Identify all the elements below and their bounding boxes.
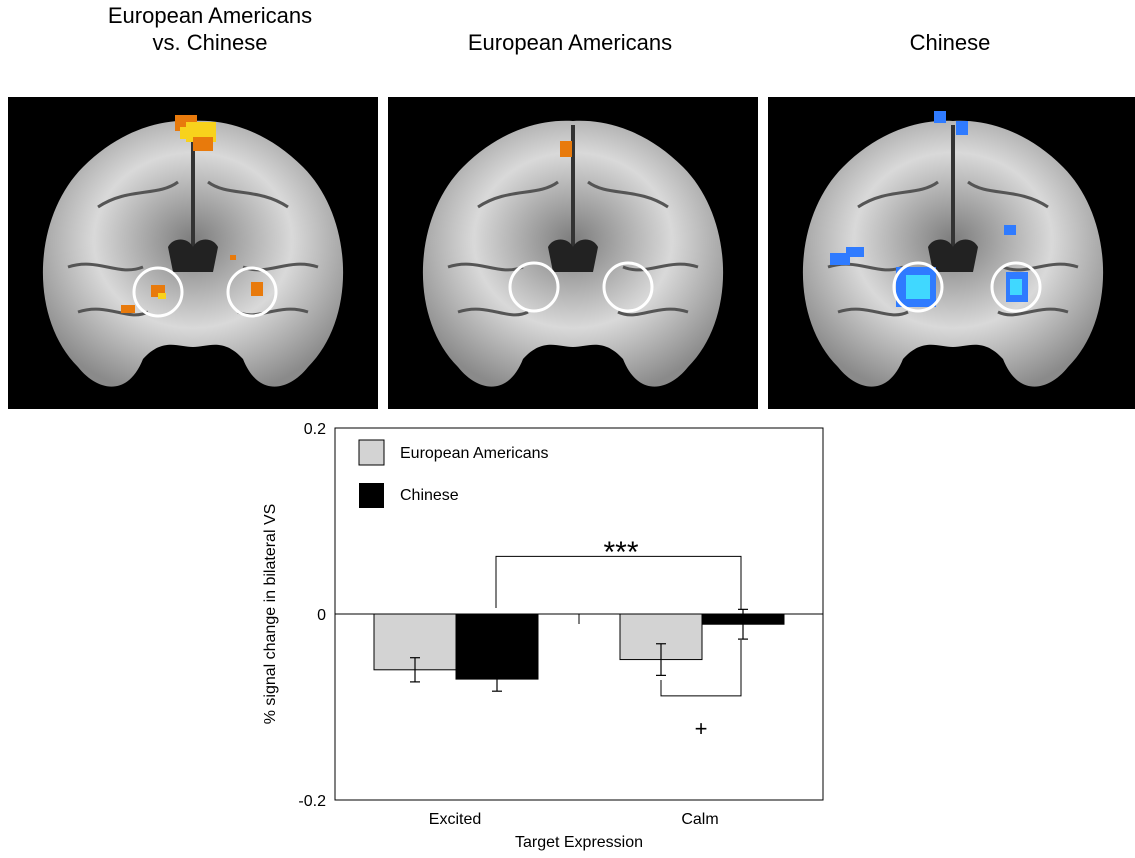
significance-bracket-plus [660,640,742,697]
panel-title-european-americans-text: European Americans [467,30,673,55]
vs-roi-circle-left [892,261,944,313]
legend-swatch-chinese [359,483,384,508]
brain-slice [42,120,344,387]
vs-roi-circle-left [508,261,560,313]
brain-image-contrast [8,97,378,409]
brain-image-european-americans [388,97,758,409]
brain-image-chinese [768,97,1135,409]
vs-roi-circle-left [132,266,184,318]
legend-label-chinese: Chinese [400,487,459,504]
activation-clusters [830,111,1028,307]
significance-marker-plus: + [695,716,708,741]
activation-clusters [121,115,263,313]
significance-marker-stars: *** [603,536,638,569]
x-tick-label-calm: Calm [681,811,718,828]
vs-roi-circle-right [226,266,278,318]
vs-roi-circle-right [602,261,654,313]
brain-slice [802,120,1104,387]
legend-swatch-european-americans [358,439,385,466]
x-axis-label: Target Expression [515,834,643,851]
panel-title-contrast: European Americans vs. Chinese [80,2,340,56]
panel-title-chinese-text: Chinese [909,30,991,55]
y-tick-label-zero: 0 [317,607,326,624]
vs-roi-circle-right [990,261,1042,313]
panel-title-european-americans: European Americans [420,29,720,56]
y-axis-label: % signal change in bilateral VS [262,504,279,725]
significance-bracket-stars [495,555,742,610]
activation-clusters [560,141,572,157]
brain-slice [422,120,724,387]
panel-title-contrast-line2: vs. Chinese [152,30,268,55]
x-tick-label-excited: Excited [429,811,481,828]
y-tick-label-bottom: -0.2 [298,793,326,810]
y-tick-label-top: 0.2 [304,421,326,438]
panel-title-contrast-line1: European Americans [107,3,313,28]
panel-title-chinese: Chinese [800,29,1100,56]
legend-label-european-americans: European Americans [400,445,549,462]
